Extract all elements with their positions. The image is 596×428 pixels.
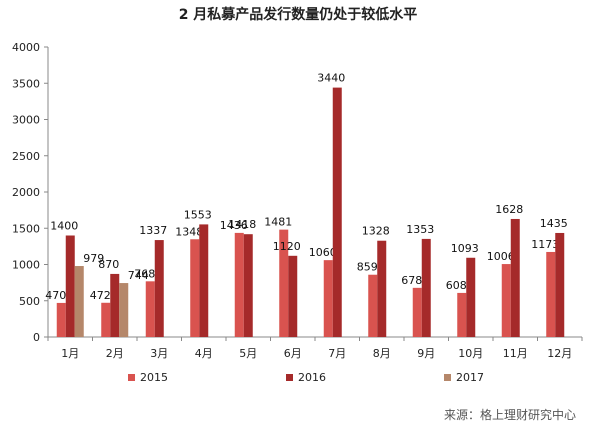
data-label-2016-4: 1553: [184, 208, 212, 221]
y-tick-label: 500: [19, 295, 40, 308]
data-label-2015-7: 1060: [309, 246, 337, 259]
bar-2015-4: [190, 239, 200, 337]
legend-label-2016: 2016: [298, 371, 326, 384]
x-tick-label: 11月: [503, 347, 528, 360]
data-label-2015-5: 1436: [220, 219, 248, 232]
bar-2017-1: [74, 266, 84, 337]
bar-2015-2: [101, 302, 111, 337]
data-label-2015-1: 470: [45, 289, 66, 302]
y-tick-label: 4000: [12, 41, 40, 54]
data-label-2016-10: 1093: [451, 242, 479, 255]
bar-2016-8: [377, 240, 387, 337]
chart-title: 2 月私募产品发行数量仍处于较低水平: [178, 7, 418, 23]
bar-2016-11: [510, 218, 520, 337]
y-tick-label: 2500: [12, 150, 40, 163]
data-label-2016-9: 1353: [406, 223, 434, 236]
x-tick-label: 4月: [195, 347, 213, 360]
x-tick-label: 3月: [150, 347, 168, 360]
bar-2016-9: [421, 238, 431, 337]
x-tick-label: 9月: [417, 347, 435, 360]
x-tick-label: 12月: [547, 347, 572, 360]
bar-2016-12: [555, 232, 565, 337]
y-tick-label: 3500: [12, 77, 40, 90]
bar-2016-1: [65, 235, 75, 337]
bar-2015-11: [501, 264, 511, 337]
data-label-2017-1: 979: [83, 252, 104, 265]
source-note: 来源：格上理财研究中心: [443, 408, 576, 422]
data-label-2016-7: 3440: [317, 72, 345, 85]
bar-2015-6: [279, 229, 289, 337]
y-tick-label: 1000: [12, 259, 40, 272]
legend-swatch-2015: [128, 374, 135, 381]
y-tick-label: 0: [33, 331, 40, 344]
legend-label-2015: 2015: [140, 371, 168, 384]
data-label-2015-6: 1481: [264, 216, 292, 229]
x-tick-label: 8月: [373, 347, 391, 360]
bar-2015-1: [56, 302, 66, 337]
y-tick-label: 1500: [12, 222, 40, 235]
data-label-2015-4: 1348: [175, 225, 203, 238]
y-tick-label: 2000: [12, 186, 40, 199]
bar-2015-9: [412, 287, 422, 337]
bar-2016-7: [332, 87, 342, 337]
x-tick-label: 1月: [61, 347, 79, 360]
data-label-2015-12: 1173: [531, 238, 559, 251]
bar-2016-4: [199, 224, 209, 337]
data-label-2015-2: 472: [90, 289, 111, 302]
bar-2016-10: [466, 257, 476, 337]
y-tick-label: 3000: [12, 114, 40, 127]
legend-swatch-2016: [286, 374, 293, 381]
data-label-2017-2: 744: [128, 269, 149, 282]
bar-2015-8: [368, 274, 378, 337]
bar-2015-12: [546, 251, 556, 337]
bar-2015-3: [145, 281, 155, 337]
data-label-2015-11: 1006: [487, 250, 515, 263]
bar-2015-10: [457, 292, 467, 337]
x-tick-label: 7月: [328, 347, 346, 360]
legend-swatch-2017: [444, 374, 451, 381]
data-label-2016-2: 870: [98, 258, 119, 271]
legend-label-2017: 2017: [456, 371, 484, 384]
x-tick-label: 2月: [106, 347, 124, 360]
data-label-2016-8: 1328: [362, 225, 390, 238]
data-label-2015-10: 608: [446, 279, 467, 292]
bar-2016-2: [110, 273, 120, 337]
data-label-2016-12: 1435: [540, 217, 568, 230]
bar-2016-3: [154, 240, 164, 337]
bar-2017-2: [119, 283, 129, 337]
bar-2015-7: [323, 260, 333, 337]
x-tick-label: 10月: [458, 347, 483, 360]
data-label-2016-11: 1628: [495, 203, 523, 216]
data-label-2016-1: 1400: [50, 220, 78, 233]
bar-2016-5: [243, 234, 253, 337]
data-label-2016-3: 1337: [139, 224, 167, 237]
data-label-2015-9: 678: [401, 274, 422, 287]
bar-2015-5: [234, 232, 244, 337]
data-label-2015-3: 768: [134, 267, 155, 280]
data-label-2015-8: 859: [357, 261, 378, 274]
data-label-2016-5: 1418: [228, 218, 256, 231]
x-tick-label: 5月: [239, 347, 257, 360]
bar-2016-6: [288, 255, 298, 337]
x-tick-label: 6月: [284, 347, 302, 360]
data-label-2016-6: 1120: [273, 240, 301, 253]
